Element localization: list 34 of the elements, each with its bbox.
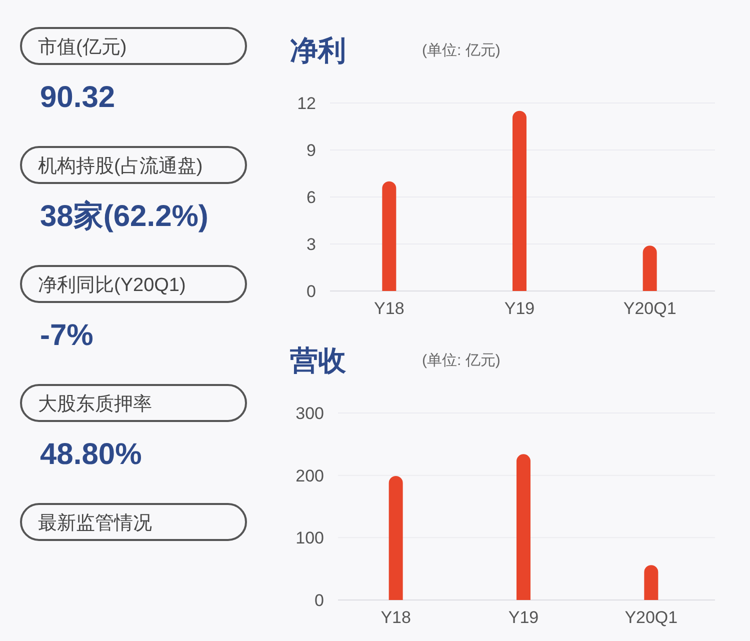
text: 90.32 (40, 81, 116, 114)
y-tick-label: 6 (306, 188, 316, 207)
y-tick-label: 3 (306, 235, 316, 254)
x-tick-label: Y18 (380, 608, 411, 627)
y-tick-label: 200 (296, 466, 324, 486)
chart-title: 营收 (289, 345, 347, 376)
x-tick-label: Y19 (508, 608, 539, 627)
x-tick-label: Y19 (504, 299, 535, 318)
y-tick-label: 12 (297, 94, 316, 113)
chart-subtitle: (单位: 亿元) (422, 42, 500, 59)
text: 净利同比(Y20Q1) (38, 275, 186, 296)
text: 48.80% (40, 438, 142, 471)
text: 大股东质押率 (38, 393, 152, 415)
y-tick-label: 9 (306, 141, 316, 160)
x-tick-label: Y20Q1 (623, 299, 676, 318)
bar (382, 181, 396, 291)
bar (644, 565, 658, 600)
y-tick-label: 0 (306, 282, 316, 301)
text: -7% (40, 319, 94, 352)
y-tick-label: 300 (296, 404, 324, 423)
x-tick-label: Y20Q1 (624, 608, 678, 627)
x-tick-label: Y18 (374, 299, 404, 318)
bar (512, 110, 526, 291)
text: 机构持股(占流通盘) (38, 155, 203, 177)
bar (642, 246, 657, 291)
y-tick-label: 0 (314, 591, 324, 610)
chart-subtitle: (单位: 亿元) (422, 352, 500, 369)
text: 市值(亿元) (38, 36, 127, 58)
bar (388, 476, 403, 600)
bar (516, 454, 530, 600)
y-tick-label: 100 (296, 528, 324, 548)
text: 最新监管情况 (38, 512, 152, 534)
text: 38家(62.2%) (40, 199, 208, 233)
chart-title: 净利 (290, 35, 346, 66)
